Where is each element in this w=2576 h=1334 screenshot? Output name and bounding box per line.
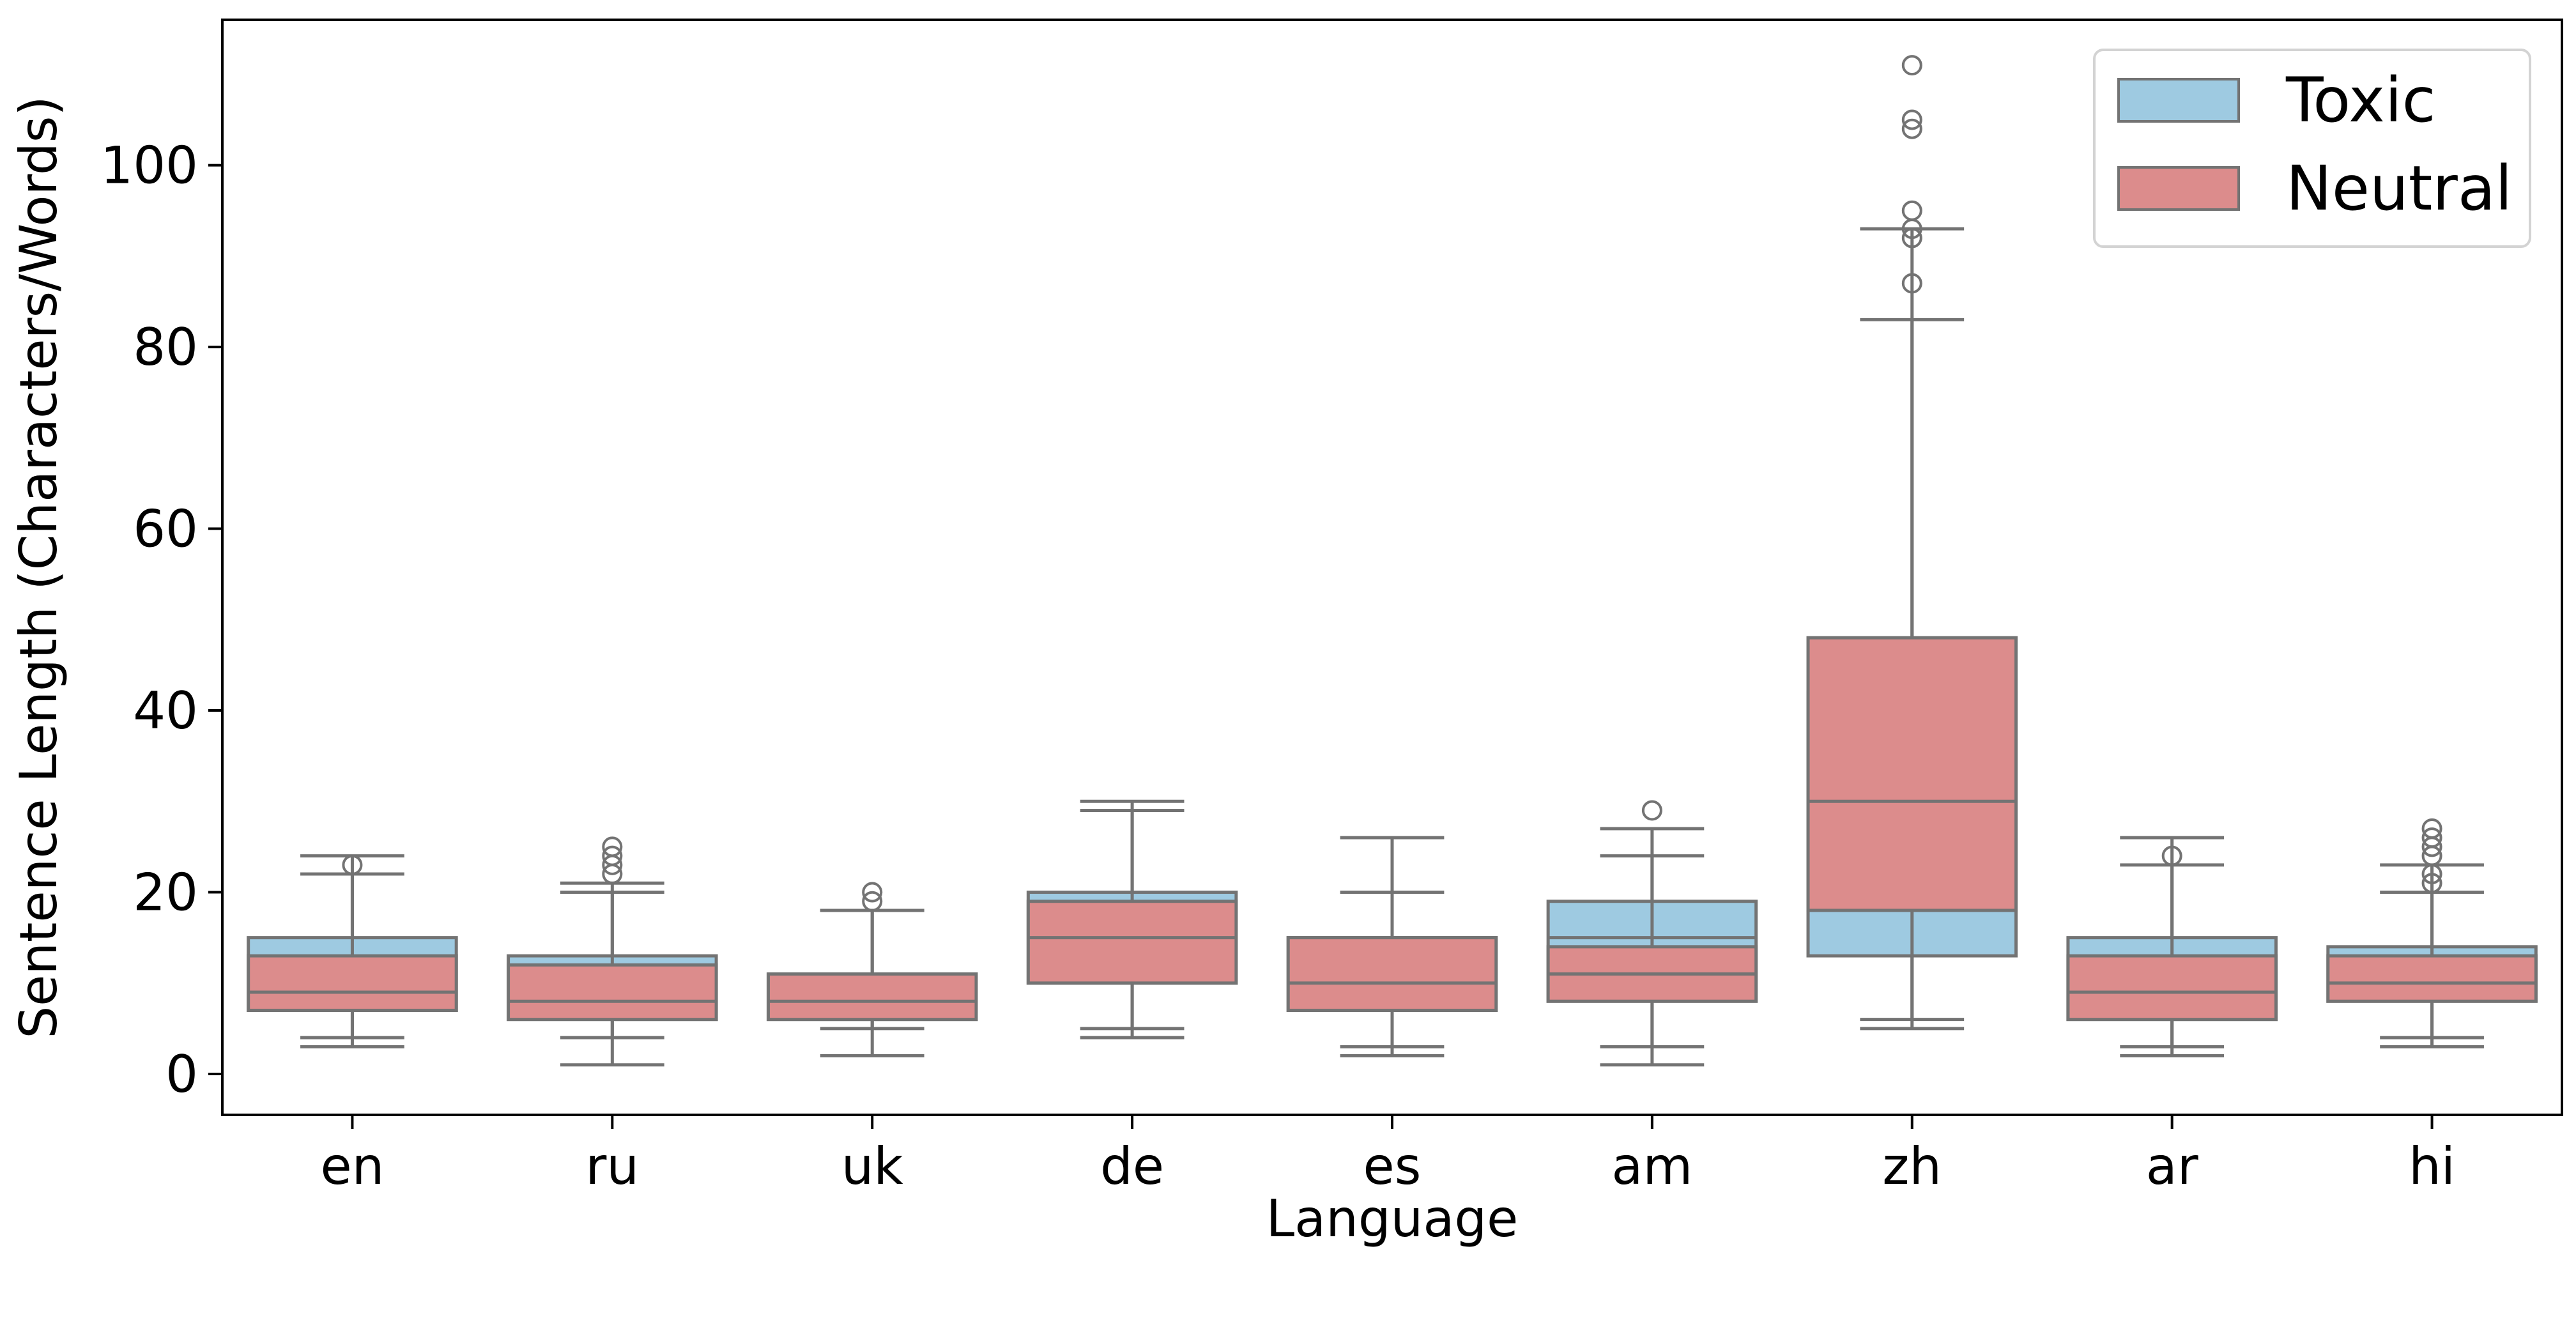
box-iqr <box>1026 900 1238 985</box>
x-tick-label-zh: zh <box>1882 1137 1942 1196</box>
outlier-point <box>862 882 883 903</box>
outlier-point <box>2421 818 2442 839</box>
outlier-point <box>1901 109 1922 130</box>
x-tick-label-hi: hi <box>2409 1137 2455 1196</box>
box-iqr <box>2326 954 2538 1003</box>
box-iqr <box>2066 954 2278 1022</box>
x-tick-label-ar: ar <box>2146 1137 2198 1196</box>
outlier-point <box>602 845 623 866</box>
y-tick-label: 20 <box>133 863 198 923</box>
y-tick-label: 80 <box>133 318 198 377</box>
legend-swatch-toxic <box>2117 78 2240 123</box>
box-neutral-zh <box>1806 55 2018 1031</box>
x-tick-label-uk: uk <box>841 1137 904 1196</box>
box-neutral-hi <box>2326 818 2538 1048</box>
box-neutral-ru <box>507 836 718 1039</box>
box-iqr <box>1806 636 2018 912</box>
x-tick-label-en: en <box>320 1137 384 1196</box>
box-neutral-de <box>1026 808 1238 1031</box>
outlier-point <box>2421 873 2442 894</box>
outlier-point <box>862 891 883 912</box>
outlier-point <box>1901 227 1922 249</box>
x-axis: en ru uk de es am zh ar hi <box>320 1115 2455 1196</box>
outlier-point <box>1641 800 1662 821</box>
box-iqr <box>1286 936 1498 1012</box>
y-axis: 0 20 40 60 80 100 <box>100 136 222 1104</box>
legend-swatch-neutral <box>2117 166 2240 211</box>
legend-label-toxic: Toxic <box>2285 65 2435 136</box>
box-iqr <box>247 954 458 1012</box>
outlier-point <box>1901 118 1922 139</box>
y-tick-label: 40 <box>133 681 198 740</box>
box-neutral-am <box>1546 854 1758 1067</box>
outlier-point <box>342 854 363 875</box>
x-axis-label: Language <box>1266 1189 1519 1248</box>
y-tick-label: 0 <box>165 1045 198 1104</box>
outlier-point <box>1901 273 1922 294</box>
y-tick-label: 60 <box>133 500 198 559</box>
outlier-point <box>2161 845 2182 866</box>
x-tick-label-ru: ru <box>586 1137 640 1196</box>
x-tick-label-am: am <box>1611 1137 1692 1196</box>
outlier-point <box>602 836 623 857</box>
box-neutral-en <box>247 854 458 1039</box>
y-axis-label: Sentence Length (Characters/Words) <box>9 96 68 1038</box>
box-neutral-ar <box>2066 845 2278 1058</box>
outlier-point <box>1901 55 1922 76</box>
outlier-point <box>1901 200 1922 221</box>
legend-label-neutral: Neutral <box>2286 153 2512 224</box>
x-tick-label-es: es <box>1363 1137 1422 1196</box>
box-neutral-es <box>1286 891 1498 1058</box>
legend: Toxic Neutral <box>2093 49 2531 248</box>
x-tick-label-de: de <box>1100 1137 1164 1196</box>
box-iqr <box>507 963 718 1022</box>
box-iqr <box>766 972 978 1022</box>
boxes-layer <box>247 55 2538 1067</box>
outlier-point <box>2421 827 2442 848</box>
box-neutral-uk <box>766 882 978 1031</box>
y-tick-label: 100 <box>100 136 198 195</box>
